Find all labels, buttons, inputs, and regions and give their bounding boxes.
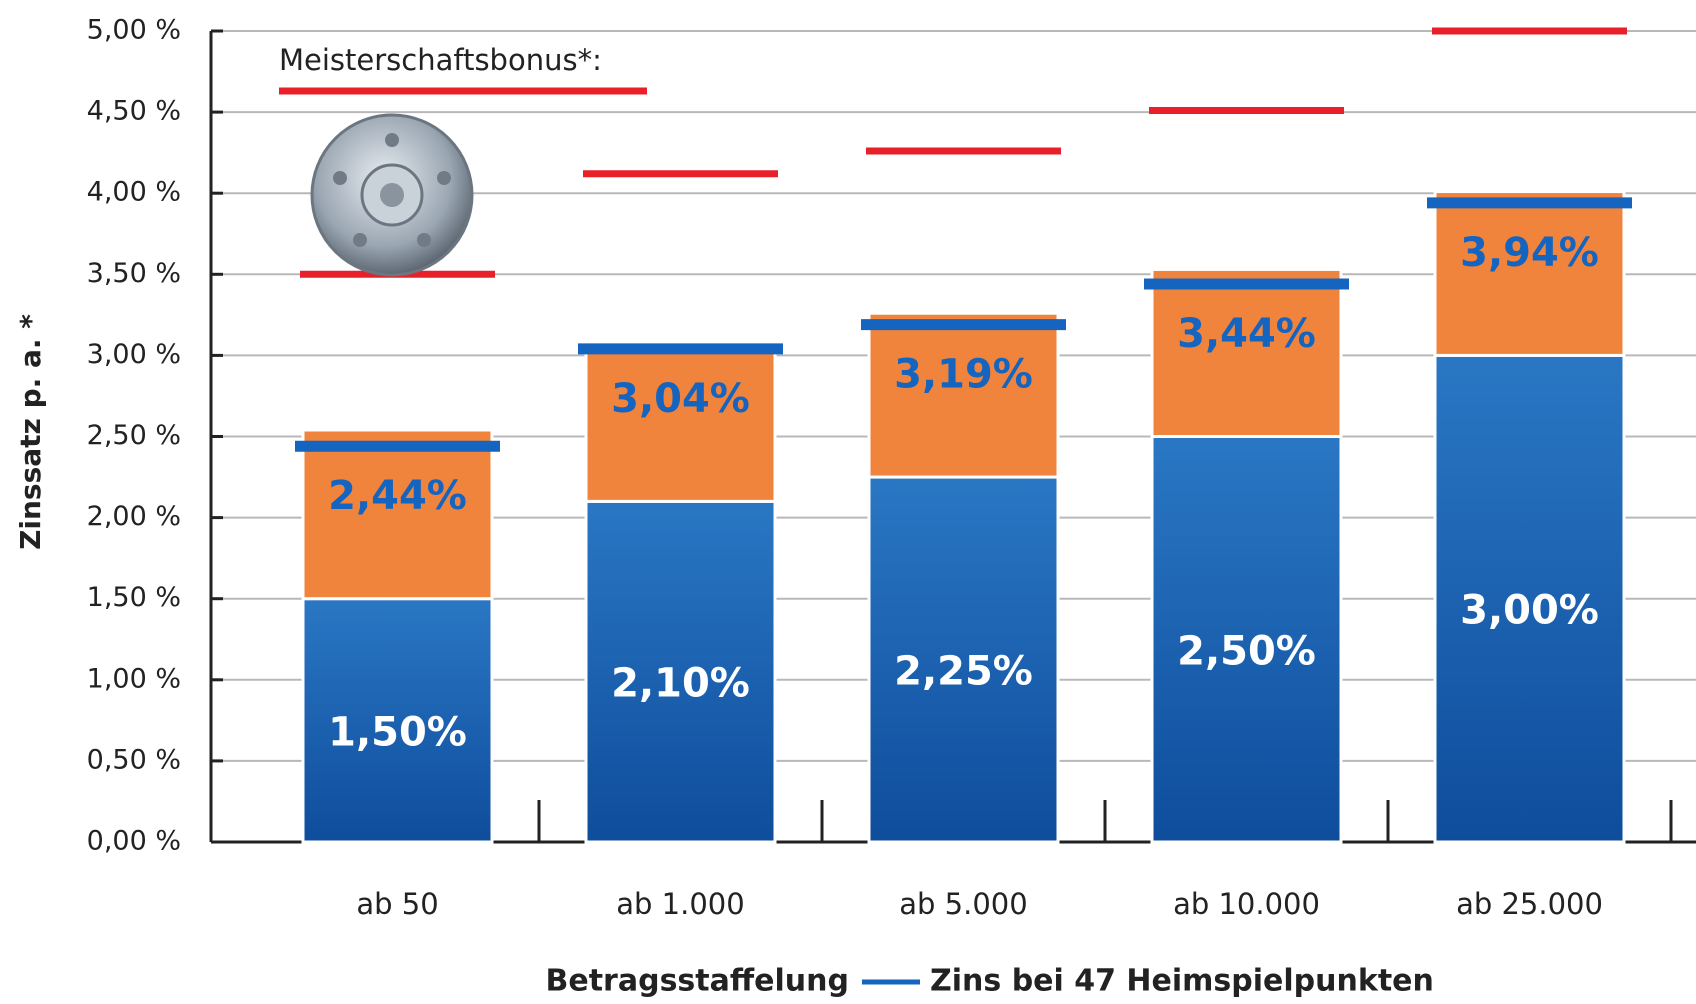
bar-label: 3,00% [1460,588,1599,634]
y-tick-label: 4,00 % [87,177,181,208]
legend-label: Meisterschaftsbonus*: [279,43,602,77]
bar-label: 2,50% [1177,628,1316,674]
legend-label: Zins bei 47 Heimspielpunkten [930,964,1434,999]
y-tick-label: 5,00 % [87,15,181,46]
bar-segment [586,347,775,501]
x-axis-title: Betragsstaffelung [546,964,850,999]
bar-label: 2,25% [894,649,1033,695]
marker-label: 3,19% [894,352,1033,398]
bar-label: 1,50% [328,709,467,755]
y-tick-label: 0,50 % [87,744,181,775]
y-tick-label: 2,00 % [87,501,181,532]
marker-label: 3,04% [611,376,750,422]
marker-label: 2,44% [328,473,467,519]
y-tick-label: 0,00 % [87,826,181,857]
y-tick-label: 1,00 % [87,663,181,694]
marker-label: 3,94% [1460,230,1599,276]
chart: Zinssatz p. a. * Betragsstaffelung 0,00 … [0,0,1696,1004]
y-tick-label: 3,00 % [87,339,181,370]
marker-label: 3,44% [1177,311,1316,357]
x-tick-label: ab 1.000 [616,887,744,921]
bar-label: 2,10% [611,661,750,707]
x-tick-label: ab 5.000 [899,887,1027,921]
x-tick-label: ab 25.000 [1456,887,1603,921]
x-tick-label: ab 50 [356,887,438,921]
y-tick-label: 2,50 % [87,420,181,451]
x-tick-label: ab 10.000 [1173,887,1320,921]
y-axis-title: Zinssatz p. a. * [14,314,47,550]
y-tick-label: 4,50 % [87,96,181,127]
y-tick-label: 3,50 % [87,258,181,289]
y-tick-label: 1,50 % [87,582,181,613]
trophy-image [312,115,472,275]
